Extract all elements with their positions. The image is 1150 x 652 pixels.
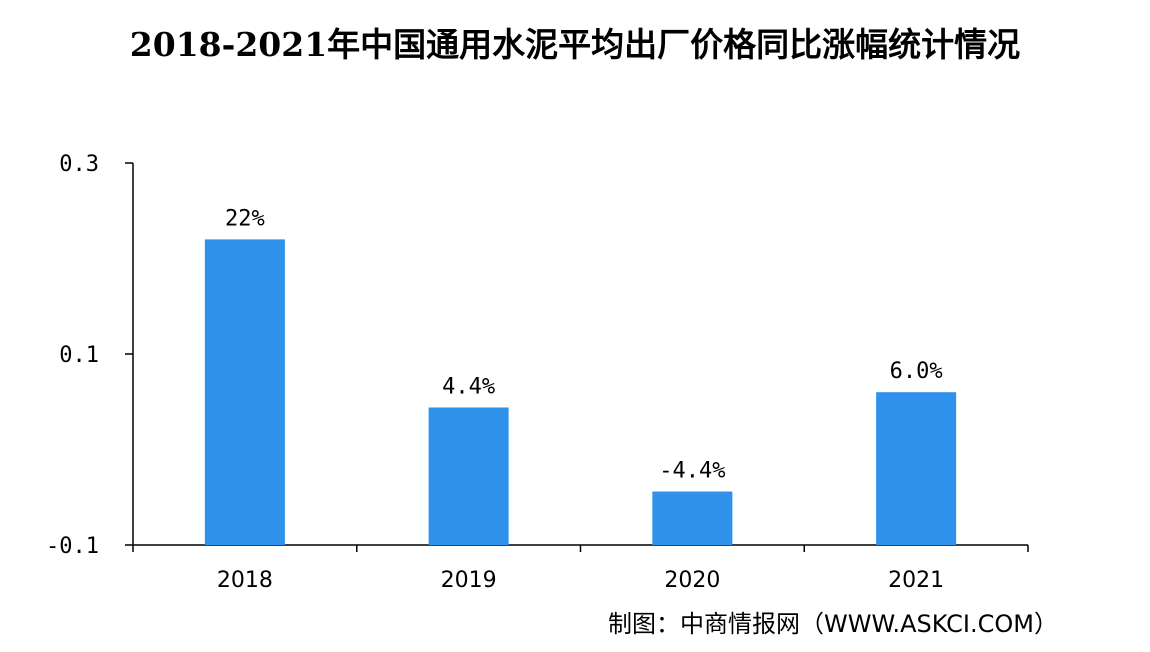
y-tick-label: -0.1 [46, 534, 99, 559]
data-labels: 22% 4.4% -4.4% 6.0% [225, 206, 943, 483]
y-tick-label: 0.3 [59, 152, 99, 177]
y-ticks: 0.3 0.1 -0.1 [46, 152, 133, 559]
data-label-2018: 22% [225, 206, 265, 231]
bar-2020 [652, 491, 733, 545]
bar-2019 [428, 407, 509, 545]
y-tick-label: 0.1 [59, 343, 99, 368]
data-label-2021: 6.0% [890, 359, 943, 384]
data-label-2019: 4.4% [442, 374, 495, 399]
x-tick-label-2020: 2020 [664, 568, 720, 593]
source-credit: 制图：中商情报网（WWW.ASKCI.COM） [608, 610, 1058, 638]
x-tick-label-2018: 2018 [217, 568, 273, 593]
x-ticks: 2018 2019 2020 2021 [132, 545, 1029, 593]
data-label-2020: -4.4% [659, 459, 725, 484]
x-tick-label-2019: 2019 [441, 568, 497, 593]
bars [204, 239, 957, 545]
chart-title: 2018-2021年中国通用水泥平均出厂价格同比涨幅统计情况 [129, 25, 1021, 64]
x-tick-label-2021: 2021 [888, 568, 944, 593]
bar-2021 [876, 392, 957, 545]
bar-2018 [204, 239, 285, 545]
